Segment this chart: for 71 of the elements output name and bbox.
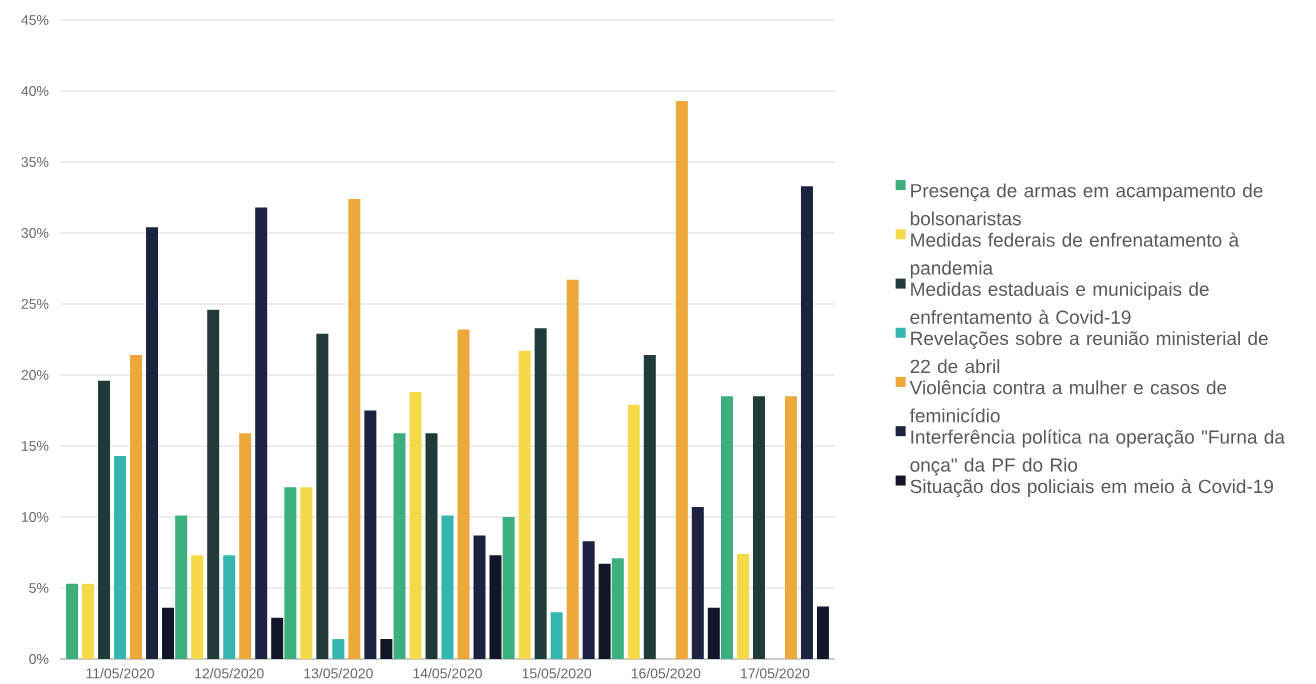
bar: [130, 355, 143, 659]
bar: [348, 198, 361, 659]
bar: [518, 350, 531, 659]
bar: [239, 433, 252, 659]
bar: [271, 617, 284, 659]
legend-label: Situação dos policiais em meio à Covid-19: [910, 478, 1273, 497]
bar: [207, 309, 220, 659]
bar: [223, 555, 236, 659]
bar: [582, 541, 595, 659]
bar: [736, 553, 749, 659]
bar: [425, 433, 438, 659]
bar: [598, 563, 611, 659]
bar: [300, 487, 313, 659]
bar: [98, 380, 111, 659]
y-tick-label: 25%: [21, 299, 49, 309]
bar: [550, 612, 563, 659]
y-tick-label: 45%: [21, 15, 49, 25]
bar: [675, 100, 688, 659]
bar: [534, 328, 547, 659]
y-tick-label: 30%: [21, 228, 49, 238]
x-tick-label: 14/05/2020: [413, 668, 482, 679]
x-tick-label: 17/05/2020: [740, 668, 810, 679]
legend-label: Medidas federais de enfrenatamento à pandemia: [910, 232, 1240, 279]
bar: [457, 329, 470, 659]
x-tick-label: 16/05/2020: [631, 668, 701, 679]
bar: [380, 639, 393, 659]
bar: [502, 516, 515, 659]
bar: [627, 404, 640, 659]
x-tick-label: 11/05/2020: [86, 668, 155, 679]
bar: [489, 555, 502, 659]
bar: [800, 186, 813, 659]
bar: [643, 355, 656, 659]
bar: [66, 583, 79, 659]
bar: [566, 279, 579, 659]
x-tick-label: 12/05/2020: [195, 668, 264, 679]
bar: [82, 583, 95, 659]
bar: [255, 207, 268, 659]
bar: [162, 607, 175, 659]
bar: [473, 535, 486, 659]
legend-label: Medidas estaduais e municipais de enfrentamento à Covid-19: [910, 282, 1209, 324]
y-tick-label: 35%: [21, 157, 49, 167]
bar: [611, 558, 624, 659]
bar: [409, 392, 422, 659]
x-tick-label: 15/05/2020: [522, 668, 592, 679]
bar: [316, 333, 329, 659]
y-tick-label: 20%: [21, 370, 49, 380]
legend-label: Presença de armas em acampamento de bolsonaristas: [910, 183, 1263, 226]
bar: [284, 487, 297, 659]
y-tick-label: 0%: [29, 654, 49, 664]
y-tick-label: 10%: [21, 512, 49, 522]
bar: [393, 433, 406, 659]
x-tick-label: 13/05/2020: [304, 668, 373, 679]
y-tick-label: 15%: [21, 441, 49, 451]
y-tick-label: 5%: [29, 583, 49, 593]
y-tick-label: 40%: [21, 86, 49, 96]
legend-label: Interferência política na operação "Furna da onça" da PF do Rio: [910, 429, 1285, 476]
bar: [146, 227, 159, 659]
legend-label: Revelações sobre a reunião ministerial de 22 de abril: [910, 331, 1268, 374]
bar: [332, 639, 345, 659]
bar: [816, 606, 829, 659]
bar: [114, 455, 127, 659]
bar: [720, 396, 733, 659]
bar: [364, 410, 377, 659]
bar: [175, 515, 188, 659]
bar: [691, 507, 704, 659]
bar: [441, 515, 454, 659]
bar: [191, 555, 204, 659]
bar: [752, 396, 765, 659]
legend-label: Violência contra a mulher e casos de feminicídio: [909, 380, 1227, 423]
bar: [784, 396, 797, 659]
bar: [707, 607, 720, 659]
